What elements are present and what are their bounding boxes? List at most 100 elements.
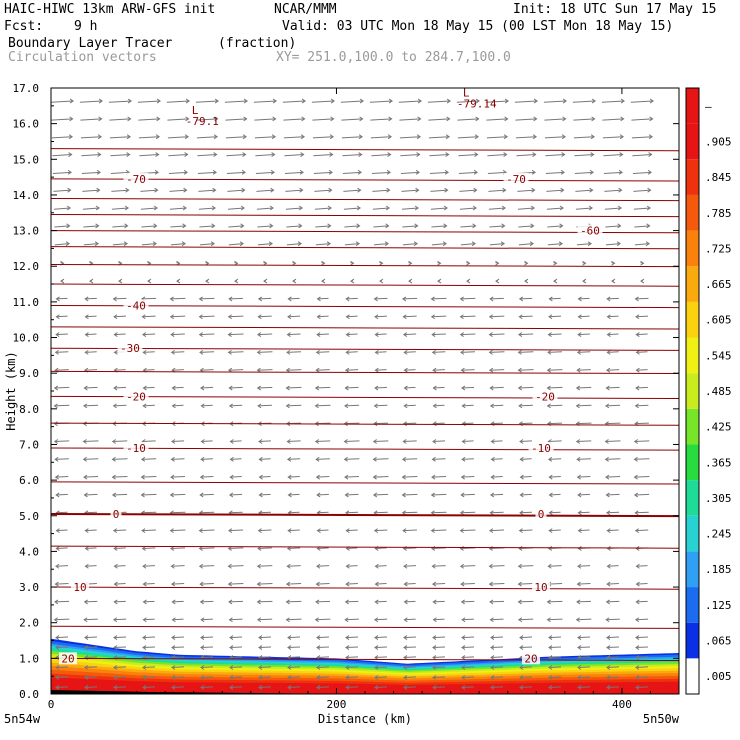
y-tick-label: 16.0: [13, 118, 40, 131]
wind-vector-288: [287, 686, 301, 688]
wind-vector-734: [634, 476, 650, 478]
contour-label: -20: [126, 390, 146, 403]
wind-vector-head: [606, 528, 611, 534]
wind-vector-head: [605, 474, 610, 480]
wind-vector-440: [404, 582, 416, 585]
wind-vector-head: [113, 349, 118, 355]
wind-vector-437: [403, 636, 417, 639]
wind-vector-609: [515, 136, 537, 139]
wind-vector-114: [143, 618, 155, 621]
wind-vector-head: [403, 675, 408, 680]
wind-vector-88: [112, 440, 128, 443]
wind-vector-316: [286, 225, 302, 228]
wind-vector-head: [54, 456, 59, 462]
colorbar-label: .425: [705, 421, 732, 434]
wind-vector-head: [635, 332, 640, 337]
wind-vector-head: [633, 474, 638, 480]
wind-vector-head: [327, 205, 333, 211]
wind-vector-294: [286, 618, 302, 621]
wind-vector-head: [374, 665, 379, 670]
wind-vector-326: [316, 666, 330, 669]
wind-vector-head: [84, 546, 89, 551]
wind-vector-405: [375, 565, 387, 567]
wind-vector-head: [606, 314, 611, 320]
wind-vector-652: [577, 646, 591, 649]
wind-vector-315: [286, 243, 302, 246]
wind-vector-121: [141, 493, 157, 496]
contour-label-bg: [123, 390, 149, 403]
wind-vector-610: [515, 118, 537, 121]
wind-vector-567: [489, 243, 505, 246]
wind-vector-head: [414, 205, 420, 211]
wind-vector-head: [437, 260, 442, 266]
colorbar-label: .185: [705, 563, 732, 576]
wind-vector-355: [313, 171, 333, 175]
wind-vector-head: [559, 223, 564, 229]
contour-label-bg: [535, 507, 547, 520]
wind-vector-head: [285, 403, 290, 409]
wind-vector-head: [647, 187, 652, 193]
wind-vector-662: [577, 476, 591, 478]
wind-vector-head: [292, 260, 297, 266]
wind-vector-head: [517, 581, 522, 587]
wind-vector-334: [317, 547, 329, 549]
wind-vector-head: [200, 685, 205, 690]
wind-vector-649: [577, 676, 591, 678]
wind-vector-187: [200, 600, 214, 603]
wind-vector-357: [312, 136, 334, 139]
wind-vector-562: [489, 333, 505, 336]
wind-vector-348: [317, 297, 329, 300]
wind-vector-477: [432, 565, 446, 567]
temperature-contour-16: [51, 263, 679, 268]
colorbar-swatch-5: [686, 480, 699, 516]
wind-vector-head: [432, 655, 437, 660]
wind-vector-747: [634, 243, 650, 246]
wind-vector-433: [403, 676, 417, 678]
wind-vector-head: [169, 296, 174, 302]
wind-vector-head: [490, 474, 495, 480]
wind-vector-639: [547, 243, 563, 246]
wind-vector-495: [431, 243, 447, 246]
wind-vector-head: [113, 563, 118, 569]
wind-vector-head: [345, 665, 350, 670]
wind-vector-head: [519, 635, 524, 640]
wind-vector-head: [67, 187, 72, 193]
wind-vector-head: [234, 278, 239, 284]
colorbar-label: .905: [705, 135, 732, 148]
wind-vector-head: [461, 635, 466, 640]
wind-vector-head: [604, 439, 609, 444]
wind-vector-head: [239, 241, 245, 247]
wind-vector-94: [114, 333, 126, 336]
wind-vector-head: [328, 187, 333, 193]
wind-vector-head: [548, 635, 553, 640]
wind-vector-83: [113, 529, 127, 532]
wind-vector-73: [113, 676, 127, 678]
wind-vector-head: [403, 617, 408, 623]
wind-vector-head: [127, 116, 132, 122]
wind-vector-head: [141, 546, 146, 551]
wind-vector-55: [84, 386, 98, 389]
y-tick-label: 3.0: [19, 581, 39, 594]
wind-vector-head: [199, 474, 204, 480]
wind-vector-head: [577, 528, 582, 534]
wind-vector-head: [156, 116, 161, 122]
wind-vector-head: [257, 314, 262, 320]
wind-vector-332: [316, 582, 330, 585]
wind-vector-head: [635, 599, 640, 605]
wind-vector-179: [166, 100, 190, 103]
wind-vector-head: [200, 456, 205, 462]
wind-vector-628: [548, 440, 562, 443]
wind-vector-head: [170, 474, 175, 480]
wind-vector-head: [374, 367, 379, 373]
wind-vector-487: [433, 386, 445, 389]
wind-vector-142: [138, 118, 160, 121]
wind-vector-9: [55, 565, 69, 567]
wind-vector-head: [142, 645, 147, 650]
wind-vector-222: [229, 618, 243, 621]
wind-vector-head: [635, 675, 640, 680]
wind-vector-419: [374, 315, 388, 318]
wind-vector-head: [432, 645, 437, 650]
wind-vector-head: [388, 98, 394, 104]
wind-vector-head: [518, 528, 523, 534]
wind-vector-542: [490, 666, 504, 669]
